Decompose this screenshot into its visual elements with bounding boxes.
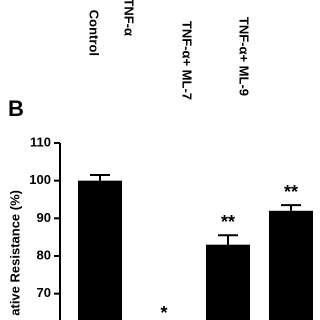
y-tick-label: 110 [30,134,51,149]
category-label: TNF-α [122,0,137,36]
category-label: Control [87,10,102,56]
y-tick-label: 90 [37,210,51,225]
category-label: TNF-α+ ML-7 [180,21,195,100]
y-tick-label: 80 [37,247,51,262]
significance-mark: ** [284,182,298,202]
bar [78,180,122,320]
significance-mark: * [160,303,167,320]
bar [206,244,250,320]
significance-mark: ** [221,212,235,232]
panel-label: B [8,96,24,121]
y-axis-label: ative Resistance (%) [7,190,22,316]
category-label: TNF-α+ ML-9 [237,17,252,96]
y-tick-label: 70 [37,285,51,300]
y-tick-label: 100 [29,172,51,187]
bar [269,210,313,320]
